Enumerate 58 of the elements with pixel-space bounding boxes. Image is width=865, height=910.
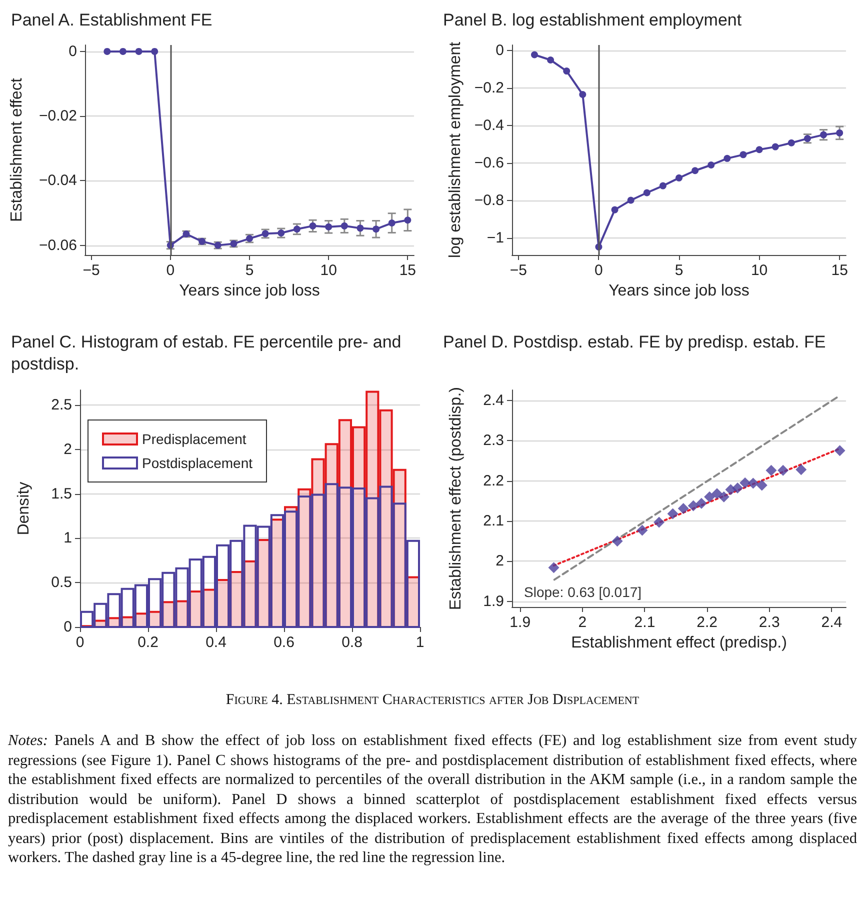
x-tick-label: 2.1 bbox=[634, 614, 656, 631]
y-tick-label: −0.2 bbox=[474, 80, 504, 97]
y-tick-label: 2.2 bbox=[483, 472, 504, 490]
y-tick-label: 0 bbox=[496, 42, 504, 60]
legend-label: Predisplacement bbox=[142, 431, 246, 447]
x-tick-label: 5 bbox=[674, 262, 684, 279]
chart-title: Panel B. log establishment employment bbox=[443, 10, 742, 30]
x-tick-label: 0.4 bbox=[206, 634, 226, 651]
y-tick-label: −0.4 bbox=[474, 117, 504, 134]
annotation: Slope: 0.63 [0.017] bbox=[524, 584, 642, 600]
y-tick-label: 1 bbox=[64, 530, 72, 547]
y-axis-title: Density bbox=[16, 482, 32, 536]
x-tick-label: 1.9 bbox=[510, 614, 531, 631]
x-tick-label: 10 bbox=[750, 262, 768, 279]
y-tick-label: 2.1 bbox=[483, 512, 504, 530]
text: Figure 4. Establishment Characteristics after Job Displacement bbox=[224, 692, 640, 709]
y-tick-label: −0.8 bbox=[474, 192, 504, 210]
chart-title: Panel C. Histogram of estab. FE percentile pre- and postdisp. bbox=[11, 332, 406, 374]
x-axis-title: Years since job loss bbox=[608, 282, 750, 300]
text: Notes: Panels A and B show the effect of job loss on establishment fixed effects (FE) and log establishment size from event study regressions (see Figure 1). Panel C shows histograms of the pre- and postdisplacement distribution of establishment fixed effects, where the establishment fixed effects are normalized to percentiles of the overall distribution in the AKM sample (i.e., in a random sample the distribution would be uniform). Panel D shows a binned scatterplot of postdisplacement establishment fixed effects versus predisplacement establishment fixed effects among the displaced workers. Establishment effects are the average of the three years (five years) prior (post) displacement. Bins are vintiles of the distribution of predisplacement establishment fixed effects among displaced workers. The dashed gray line is a 45-degree line, the red line the regression line. bbox=[8, 731, 857, 868]
x-tick-label: 0 bbox=[166, 262, 175, 279]
y-tick-label: 1.9 bbox=[483, 592, 504, 610]
x-tick-label: 0.8 bbox=[342, 634, 362, 651]
x-tick-label: −5 bbox=[82, 262, 100, 279]
x-axis-title: Establishment effect (predisp.) bbox=[571, 634, 787, 652]
y-tick-label: −0.6 bbox=[474, 154, 504, 172]
y-tick-label: 2.4 bbox=[483, 392, 504, 409]
y-tick-label: −0.02 bbox=[39, 108, 77, 125]
x-tick-label: 15 bbox=[831, 262, 848, 279]
x-tick-label: 0.6 bbox=[274, 634, 294, 651]
y-tick-label: −0.06 bbox=[39, 236, 77, 254]
x-tick-label: 0 bbox=[594, 262, 603, 279]
chart-title: Panel D. Postdisp. estab. FE by predisp. estab. FE bbox=[443, 332, 826, 352]
x-tick-label: 2.3 bbox=[758, 614, 780, 631]
y-tick-label: 2 bbox=[64, 440, 72, 458]
x-tick-label: 2.2 bbox=[696, 614, 718, 631]
chart-title: Panel A. Establishment FE bbox=[11, 10, 212, 30]
x-tick-label: 15 bbox=[399, 262, 416, 279]
x-tick-label: 2.4 bbox=[821, 614, 842, 631]
y-axis-title: Establishment effect bbox=[8, 78, 26, 222]
y-tick-label: 2.5 bbox=[51, 396, 72, 414]
x-tick-label: 0.2 bbox=[138, 634, 158, 651]
x-tick-label: 5 bbox=[245, 262, 254, 279]
y-axis-title: log establishment employment bbox=[446, 41, 464, 258]
y-tick-label: 2.3 bbox=[483, 432, 504, 450]
y-tick-label: −1 bbox=[486, 230, 504, 247]
x-axis-title: Years since job loss bbox=[179, 282, 320, 300]
x-tick-label: 10 bbox=[320, 262, 337, 279]
legend-label: Postdisplacement bbox=[142, 455, 253, 471]
x-tick-label: 1 bbox=[416, 634, 424, 651]
y-tick-label: 0.5 bbox=[51, 574, 72, 592]
y-tick-label: 1.5 bbox=[51, 485, 72, 502]
y-tick-label: 0 bbox=[68, 42, 77, 60]
y-tick-label: −0.04 bbox=[39, 172, 77, 190]
x-tick-label: −5 bbox=[510, 262, 527, 279]
y-axis-title: Establishment effect (postdisp.) bbox=[448, 387, 464, 610]
x-tick-label: 2 bbox=[578, 614, 587, 631]
y-tick-label: 2 bbox=[496, 552, 504, 570]
